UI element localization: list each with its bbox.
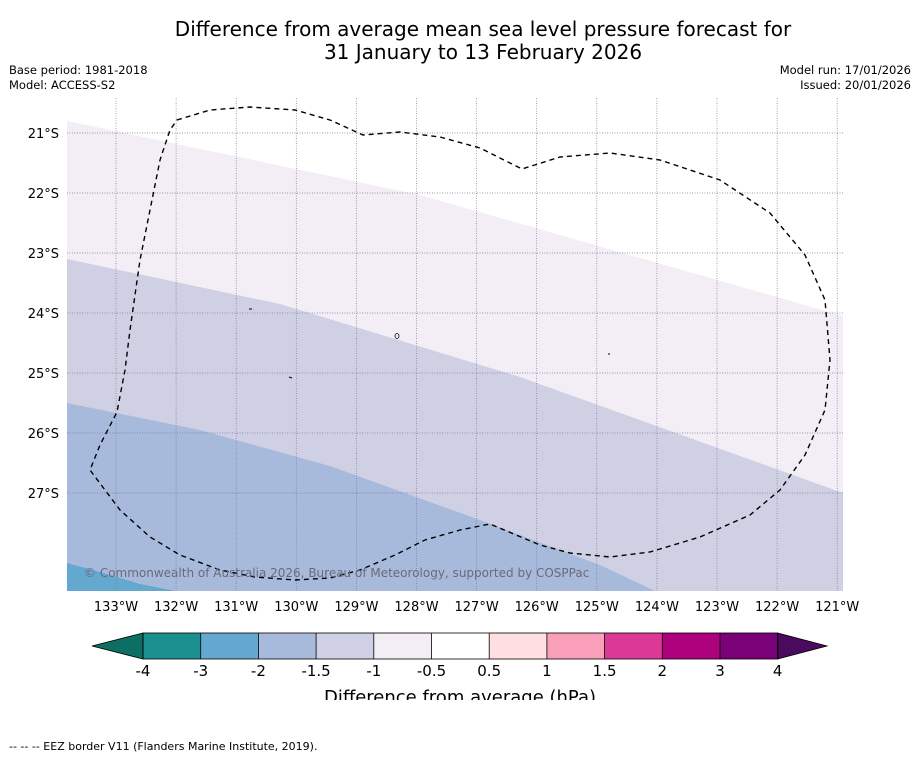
colorbar-over-arrow: [777, 632, 829, 660]
anomaly-field-minus-1-5: [67, 403, 655, 591]
longitude-label: 124°W: [635, 600, 679, 615]
colorbar-tick-label: 0.5: [477, 662, 501, 680]
latitude-label: 27°S: [28, 487, 59, 502]
longitude-label: 121°W: [815, 600, 859, 615]
colorbar-under-arrow: [91, 632, 144, 660]
colorbar-swatch: [200, 633, 259, 659]
colorbar-tick-label: -3: [193, 662, 208, 680]
colorbar-swatch: [431, 633, 490, 659]
colorbar-label: Difference from average (hPa): [324, 687, 596, 700]
colorbar-tick-label: -1: [366, 662, 381, 680]
colorbar: -4 -3 -2 -1.5 -1 -0.5 0.5 1 1.5 2 3 4: [91, 632, 829, 680]
longitude-label: 130°W: [274, 600, 318, 615]
latitude-labels: 21°S 22°S 23°S 24°S 25°S 26°S 27°S: [28, 127, 59, 502]
colorbar-tick-label: -2: [251, 662, 266, 680]
copyright-text: © Commonwealth of Australia 2026, Bureau…: [84, 566, 589, 580]
colorbar-swatch: [662, 633, 720, 659]
latitude-label: 23°S: [28, 247, 59, 262]
longitude-label: 132°W: [154, 600, 198, 615]
colorbar-swatch: [604, 633, 663, 659]
latitude-label: 22°S: [28, 187, 59, 202]
colorbar-tick-label: 3: [715, 662, 725, 680]
colorbar-swatch: [546, 633, 605, 659]
colorbar-swatch: [258, 633, 317, 659]
issued-date: Issued: 20/01/2026: [800, 78, 911, 92]
longitude-label: 126°W: [515, 600, 559, 615]
colorbar-swatch: [143, 633, 201, 659]
model-run: Model run: 17/01/2026: [779, 63, 911, 77]
longitude-label: 122°W: [755, 600, 799, 615]
longitude-label: 123°W: [695, 600, 739, 615]
metadata-right: Model run: 17/01/2026 Issued: 20/01/2026: [780, 63, 911, 93]
longitude-label: 128°W: [394, 600, 438, 615]
colorbar-tick-label: 2: [658, 662, 668, 680]
islet: [394, 333, 400, 339]
colorbar-swatch: [489, 633, 547, 659]
longitude-label: 127°W: [455, 600, 499, 615]
colorbar-tick-label: 1.5: [593, 662, 617, 680]
eez-legend: -- -- -- EEZ border V11 (Flanders Marine…: [9, 740, 318, 753]
title-line-1: Difference from average mean sea level p…: [174, 17, 792, 41]
longitude-labels: 133°W 132°W 131°W 130°W 129°W 128°W 127°W 126°W…: [94, 600, 860, 615]
colorbar-tick-label: -4: [136, 662, 151, 680]
longitude-label: 133°W: [94, 600, 138, 615]
base-period: Base period: 1981-2018: [9, 63, 148, 77]
map-figure: © Commonwealth of Australia 2026, Bureau…: [28, 98, 860, 700]
anomaly-field-minus-2: [67, 563, 175, 591]
metadata-left: Base period: 1981-2018 Model: ACCESS-S2: [9, 63, 148, 93]
islet: [288, 376, 293, 379]
longitude-label: 129°W: [334, 600, 378, 615]
latitude-label: 26°S: [28, 427, 59, 442]
title-line-2: 31 January to 13 February 2026: [323, 40, 643, 64]
graticule: [67, 98, 843, 591]
colorbar-tick-label: 1: [542, 662, 552, 680]
model-name: Model: ACCESS-S2: [9, 78, 116, 92]
colorbar-tick-label: 4: [773, 662, 783, 680]
map-title: Difference from average mean sea level p…: [0, 18, 919, 64]
colorbar-tick-label: -1.5: [301, 662, 330, 680]
map-area: [67, 98, 843, 591]
colorbar-swatch: [720, 633, 778, 659]
latitude-label: 24°S: [28, 307, 59, 322]
longitude-label: 125°W: [575, 600, 619, 615]
longitude-label: 131°W: [214, 600, 258, 615]
colorbar-tick-label: -0.5: [417, 662, 446, 680]
latitude-label: 25°S: [28, 367, 59, 382]
colorbar-swatch: [373, 633, 432, 659]
colorbar-swatch: [316, 633, 374, 659]
latitude-label: 21°S: [28, 127, 59, 142]
